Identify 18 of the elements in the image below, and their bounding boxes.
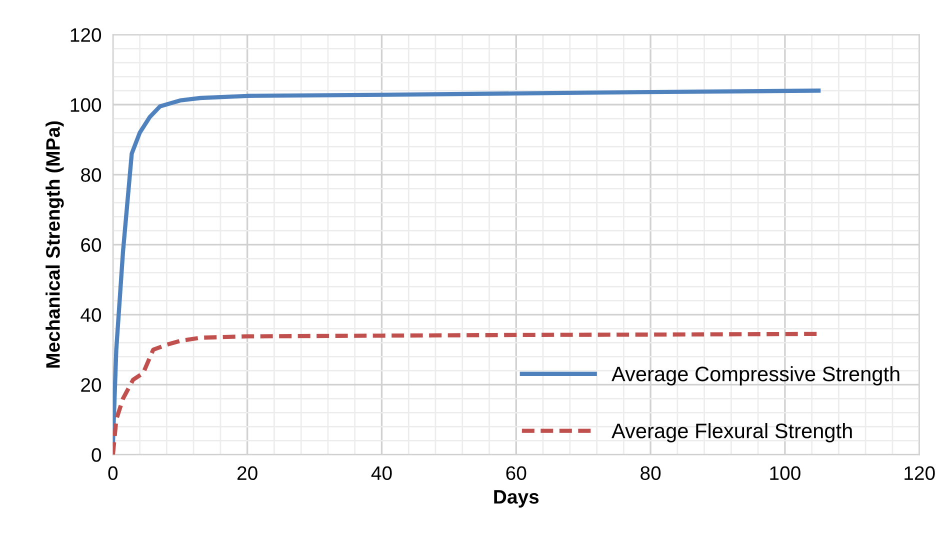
x-tick-label: 20 [237, 466, 258, 480]
y-tick-label: 120 [70, 28, 102, 42]
y-axis-title: Mechanical Strength (MPa) [46, 121, 64, 368]
x-axis-title: Days [494, 490, 539, 508]
y-tick-label: 40 [80, 308, 102, 322]
legend-label: Average Flexural Strength [612, 423, 852, 442]
y-tick-label: 100 [70, 98, 102, 112]
x-tick-label: 40 [371, 466, 392, 480]
x-tick-label: 100 [770, 466, 800, 480]
x-tick-label: 120 [904, 466, 935, 480]
x-tick-label: 60 [506, 466, 526, 480]
x-tick-label: 0 [108, 466, 118, 480]
y-tick-label: 60 [81, 238, 102, 252]
x-tick-label: 80 [640, 466, 661, 480]
y-tick-label: 80 [81, 168, 102, 182]
legend-label: Average Compressive Strength [612, 366, 900, 386]
y-tick-label: 0 [92, 448, 102, 462]
y-tick-label: 20 [81, 378, 102, 392]
